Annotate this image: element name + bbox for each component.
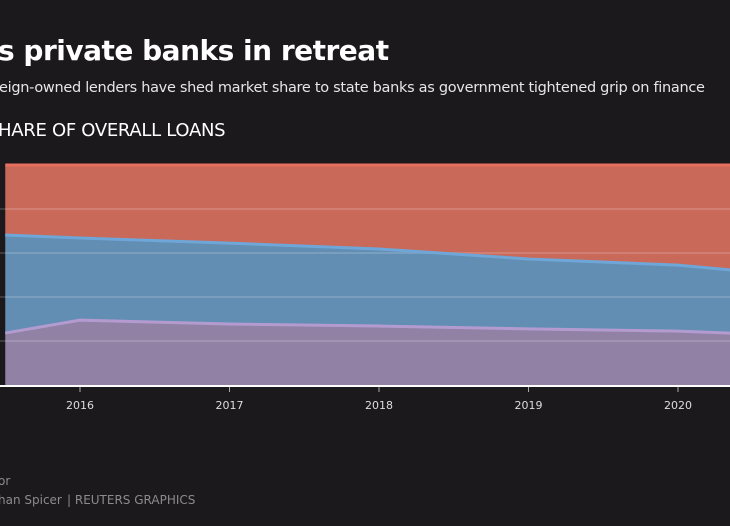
x-tick-label: 2020 (664, 399, 692, 412)
line-bottom (4, 318, 730, 335)
footer-credit: | REUTERS GRAPHICS (67, 493, 196, 507)
footer-source: or (0, 474, 11, 488)
area-middle (5, 234, 730, 334)
area-bottom (5, 320, 730, 385)
area-top (5, 165, 730, 270)
x-tick-label: 2017 (216, 399, 244, 412)
chart-subtitle: eign-owned lenders have shed market shar… (0, 80, 705, 96)
line-middle (5, 233, 730, 272)
chart-title: s private banks in retreat (0, 34, 389, 67)
x-tick-label: 2018 (365, 399, 393, 412)
x-tick-label: 2016 (66, 399, 94, 412)
footer-author: han Spicer (0, 493, 62, 507)
chart-label: HARE OF OVERALL LOANS (0, 120, 226, 141)
stacked-area-chart: 2016 2017 2018 2019 2020 (0, 163, 730, 412)
x-tick-label: 2019 (515, 399, 543, 412)
